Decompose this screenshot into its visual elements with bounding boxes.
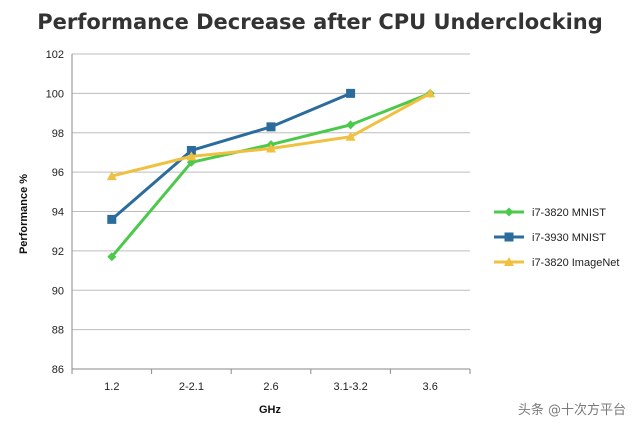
legend-label: i7-3820 ImageNet xyxy=(532,257,619,269)
series-line-1 xyxy=(110,91,352,221)
x-tick-label: 2-2.1 xyxy=(179,381,204,393)
data-point-marker xyxy=(186,145,196,155)
chart-title: Performance Decrease after CPU Undercloc… xyxy=(37,10,603,34)
y-tick-label: 86 xyxy=(52,364,64,376)
legend-marker xyxy=(504,232,514,242)
data-point-marker xyxy=(346,88,356,98)
y-tick-label: 98 xyxy=(52,128,64,140)
watermark-text: 头条 @十次方平台 xyxy=(518,402,626,418)
legend-marker xyxy=(504,257,514,266)
y-axis-label: Performance % xyxy=(18,174,30,254)
series-line-2 xyxy=(111,92,431,178)
y-tick-label: 96 xyxy=(52,167,64,179)
y-tick-label: 100 xyxy=(46,88,64,100)
x-tick-label: 3.6 xyxy=(423,381,438,393)
grid-lines xyxy=(72,53,470,370)
x-axis-label: GHz xyxy=(259,404,282,416)
data-point-marker xyxy=(266,122,276,132)
series-group xyxy=(106,88,436,262)
y-tick-label: 94 xyxy=(52,207,64,219)
data-point-marker xyxy=(345,131,356,141)
data-point-marker xyxy=(266,143,276,153)
y-tick-label: 102 xyxy=(46,49,64,61)
legend-label: i7-3820 MNIST xyxy=(532,207,606,219)
data-point-marker xyxy=(186,151,197,161)
legend: i7-3820 MNIST i7-3930 MNIST i7-3820 ImageN… xyxy=(494,207,619,269)
y-axis-ticks: 86 88 90 92 94 96 98 100 102 xyxy=(46,49,64,376)
x-tick-label: 3.1-3.2 xyxy=(333,381,367,393)
data-point-marker xyxy=(107,214,117,224)
legend-marker xyxy=(504,207,514,217)
x-axis-ticks: 1.2 2-2.1 2.6 3.1-3.2 3.6 xyxy=(71,54,471,393)
x-tick-label: 2.6 xyxy=(263,381,278,393)
data-point-marker xyxy=(425,88,436,98)
y-tick-label: 88 xyxy=(52,325,64,337)
x-tick-label: 1.2 xyxy=(104,381,119,393)
y-tick-label: 90 xyxy=(52,285,64,297)
y-tick-label: 92 xyxy=(52,246,64,258)
data-point-marker xyxy=(346,120,356,130)
legend-label: i7-3930 MNIST xyxy=(532,232,606,244)
data-point-marker xyxy=(106,171,117,181)
data-point-marker xyxy=(107,252,117,262)
